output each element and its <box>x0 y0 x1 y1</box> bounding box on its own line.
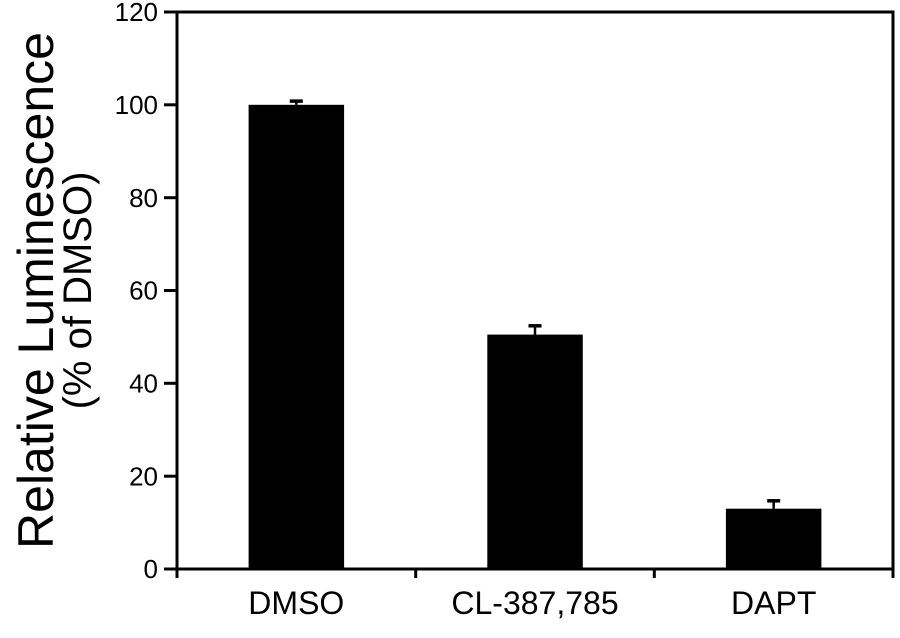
y-axis-tick-label: 80 <box>129 183 158 213</box>
y-axis-tick-label: 100 <box>115 90 158 120</box>
y-axis-tick-label: 60 <box>129 276 158 306</box>
bar-dmso <box>248 104 345 570</box>
bar-cl-387-785 <box>487 334 583 569</box>
x-axis-category-label: DMSO <box>248 585 344 621</box>
x-axis-category-label: DAPT <box>731 585 816 621</box>
bar-dapt <box>725 508 822 569</box>
y-axis-tick-label: 40 <box>129 368 158 398</box>
y-axis-tick-label: 120 <box>115 0 158 27</box>
x-axis-category-label: CL-387,785 <box>451 585 618 621</box>
y-axis-tick-label: 20 <box>129 461 158 491</box>
y-axis-tick-label: 0 <box>144 554 158 584</box>
y-axis-title-line1: Relative Luminescence <box>8 32 64 549</box>
y-axis-title-line2: (% of DMSO) <box>56 172 100 410</box>
